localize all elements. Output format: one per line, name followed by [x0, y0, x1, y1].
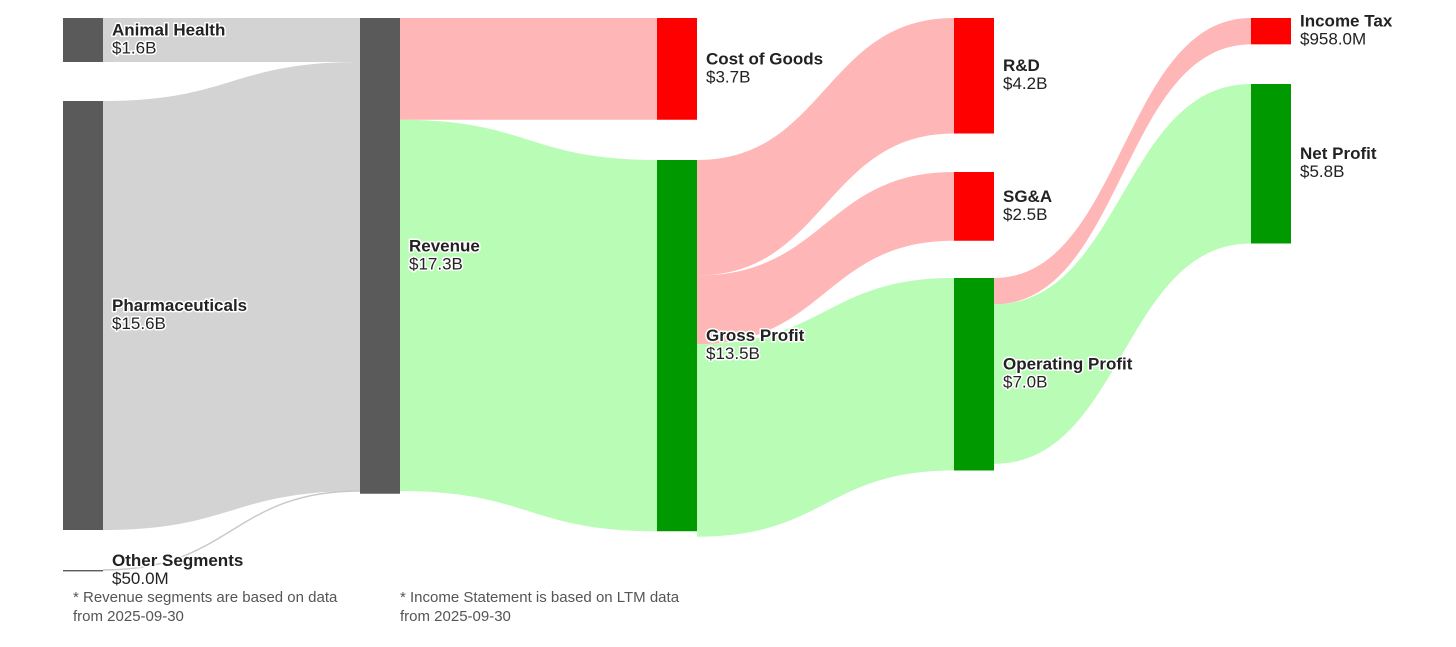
node-name: Operating Profit: [1003, 355, 1133, 374]
node-value: $15.6B: [112, 314, 166, 333]
node-value: $1.6B: [112, 38, 156, 57]
node: [1251, 18, 1291, 45]
node: [63, 101, 103, 530]
node-name: Other Segments: [112, 551, 243, 570]
link: [102, 490, 361, 571]
link: [994, 84, 1251, 464]
footnote: from 2025-09-30: [400, 608, 511, 625]
node-value: $5.8B: [1300, 162, 1344, 181]
node: [63, 570, 103, 572]
footnote: from 2025-09-30: [73, 608, 184, 625]
node: [63, 18, 103, 62]
link: [697, 18, 954, 276]
link: [400, 119, 657, 532]
node: [657, 18, 697, 120]
node-value: $3.7B: [706, 67, 750, 86]
node-name: R&D: [1003, 56, 1040, 75]
link: [400, 18, 657, 120]
node-name: Revenue: [409, 236, 480, 255]
footnote: * Revenue segments are based on data: [73, 589, 338, 606]
link: [103, 62, 360, 530]
node-name: Cost of Goods: [706, 49, 823, 68]
node-name: Pharmaceuticals: [112, 296, 247, 315]
link: [103, 18, 360, 62]
link: [697, 278, 954, 537]
node-value: $4.2B: [1003, 74, 1047, 93]
node-name: Net Profit: [1300, 144, 1377, 163]
node-name: Animal Health: [112, 20, 225, 39]
node-value: $17.3B: [409, 254, 463, 273]
node-name: SG&A: [1003, 187, 1052, 206]
node-value: $13.5B: [706, 344, 760, 363]
node: [657, 160, 697, 532]
node-name: Gross Profit: [706, 326, 805, 345]
link: [994, 18, 1251, 305]
links: [102, 18, 1251, 571]
labels: Animal Health$1.6B Pharmaceuticals$15.6B O…: [73, 10, 1394, 625]
node: [1251, 84, 1291, 244]
node-value: $50.0M: [112, 569, 169, 588]
node-value: $2.5B: [1003, 205, 1047, 224]
link: [697, 172, 954, 345]
footnote: * Income Statement is based on LTM data: [400, 589, 680, 606]
node: [954, 18, 994, 134]
node: [360, 18, 400, 494]
node-value: $7.0B: [1003, 373, 1047, 392]
node-value: $958.0M: [1300, 30, 1366, 49]
node: [954, 278, 994, 471]
nodes: [63, 18, 1291, 572]
node-name: Income Tax: [1300, 12, 1393, 31]
node: [954, 172, 994, 241]
